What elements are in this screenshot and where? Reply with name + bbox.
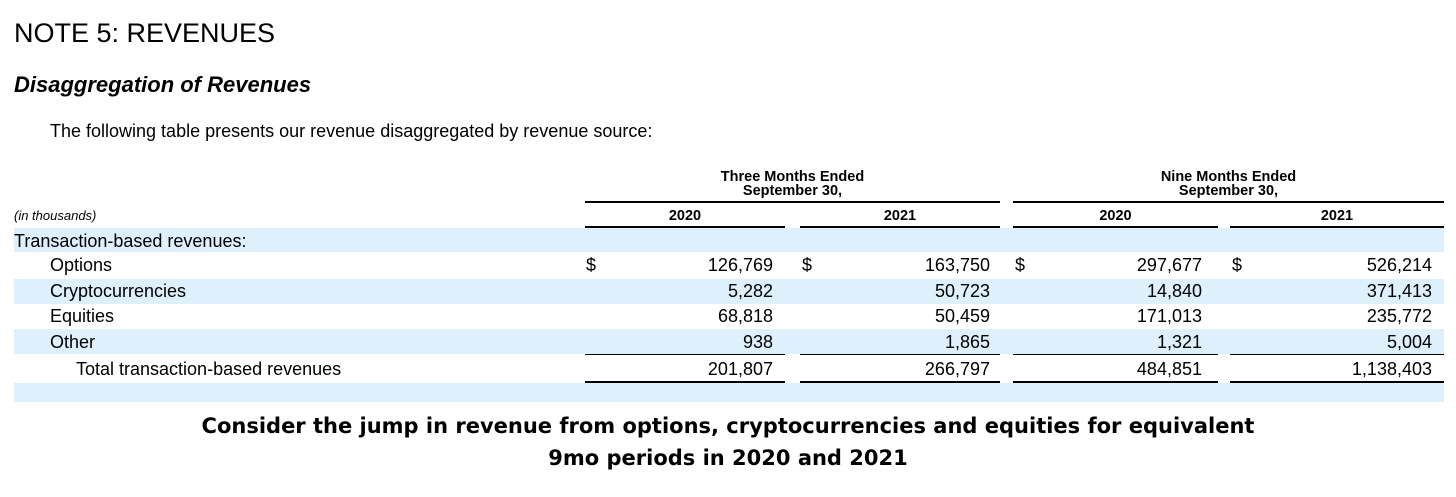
table-cell: 68,818	[717, 306, 773, 326]
table-cell: 171,013	[1136, 306, 1202, 326]
year-underline	[1230, 226, 1444, 228]
caption-line2: 9mo periods in 2020 and 2021	[548, 446, 908, 470]
year-header: 2020	[668, 208, 702, 224]
intro-text: The following table presents our revenue…	[50, 121, 653, 141]
table-cell: 14,840	[1146, 281, 1202, 301]
period-underline	[585, 201, 1000, 203]
period-header-line2: September 30,	[742, 183, 843, 199]
period-underline	[1013, 201, 1444, 203]
table-cell: 526,214	[1366, 255, 1432, 275]
table-cell: 297,677	[1136, 255, 1202, 275]
table-cell: 1,865	[944, 332, 990, 352]
table-cell: 235,772	[1366, 306, 1432, 326]
table-cell: 50,723	[934, 281, 990, 301]
table-cell: 266,797	[924, 359, 990, 379]
row-label: Equities	[50, 306, 115, 326]
subtotal-line	[1013, 354, 1218, 355]
caption-line1: Consider the jump in revenue from option…	[201, 414, 1255, 438]
currency-symbol: $	[586, 255, 597, 275]
table-cell: 484,851	[1136, 359, 1202, 379]
table-cell: 5,004	[1386, 332, 1432, 352]
period-header-three-months: Three Months Ended September 30,	[585, 169, 1000, 199]
table-cell: 201,807	[707, 359, 773, 379]
table-cell: 126,769	[707, 255, 773, 275]
section-subheading: Disaggregation of Revenues	[14, 72, 312, 97]
year-underline	[1013, 226, 1218, 228]
row-band	[14, 228, 1444, 252]
section-label: Transaction-based revenues:	[14, 231, 247, 251]
units-label: (in thousands)	[14, 208, 97, 223]
table-cell: 371,413	[1366, 281, 1432, 301]
row-label: Other	[50, 332, 96, 352]
subtotal-line	[1230, 354, 1444, 355]
total-label: Total transaction-based revenues	[76, 359, 342, 379]
row-band	[14, 279, 1444, 304]
table-cell: 50,459	[934, 306, 990, 326]
year-underline	[585, 226, 785, 228]
table-cell: 163,750	[924, 255, 990, 275]
subtotal-line	[585, 354, 785, 355]
period-header-line1: Nine Months Ended	[1160, 169, 1297, 185]
year-header: 2021	[883, 208, 917, 224]
period-header-nine-months: Nine Months Ended September 30,	[1013, 169, 1444, 199]
table-cell: 1,321	[1156, 332, 1202, 352]
total-underline	[800, 381, 1000, 383]
row-band	[14, 329, 1444, 354]
annotation-caption: Consider the jump in revenue from option…	[0, 410, 1456, 474]
note-title: NOTE 5: REVENUES	[14, 18, 276, 48]
table-cell: 5,282	[727, 281, 773, 301]
currency-symbol: $	[1015, 255, 1026, 275]
subtotal-line	[800, 354, 1000, 355]
period-header-line1: Three Months Ended	[720, 169, 865, 185]
total-underline	[585, 381, 785, 383]
currency-symbol: $	[1232, 255, 1243, 275]
table-cell: 1,138,403	[1351, 359, 1432, 379]
row-label: Options	[50, 255, 113, 275]
year-header: 2020	[1099, 208, 1132, 224]
period-header-line2: September 30,	[1178, 183, 1279, 199]
row-label: Cryptocurrencies	[50, 281, 187, 301]
table-cell: 938	[742, 332, 773, 352]
row-band	[14, 383, 1444, 402]
total-underline	[1013, 381, 1218, 383]
total-underline	[1230, 381, 1444, 383]
currency-symbol: $	[802, 255, 813, 275]
year-underline	[800, 226, 1000, 228]
year-header: 2021	[1320, 208, 1354, 224]
